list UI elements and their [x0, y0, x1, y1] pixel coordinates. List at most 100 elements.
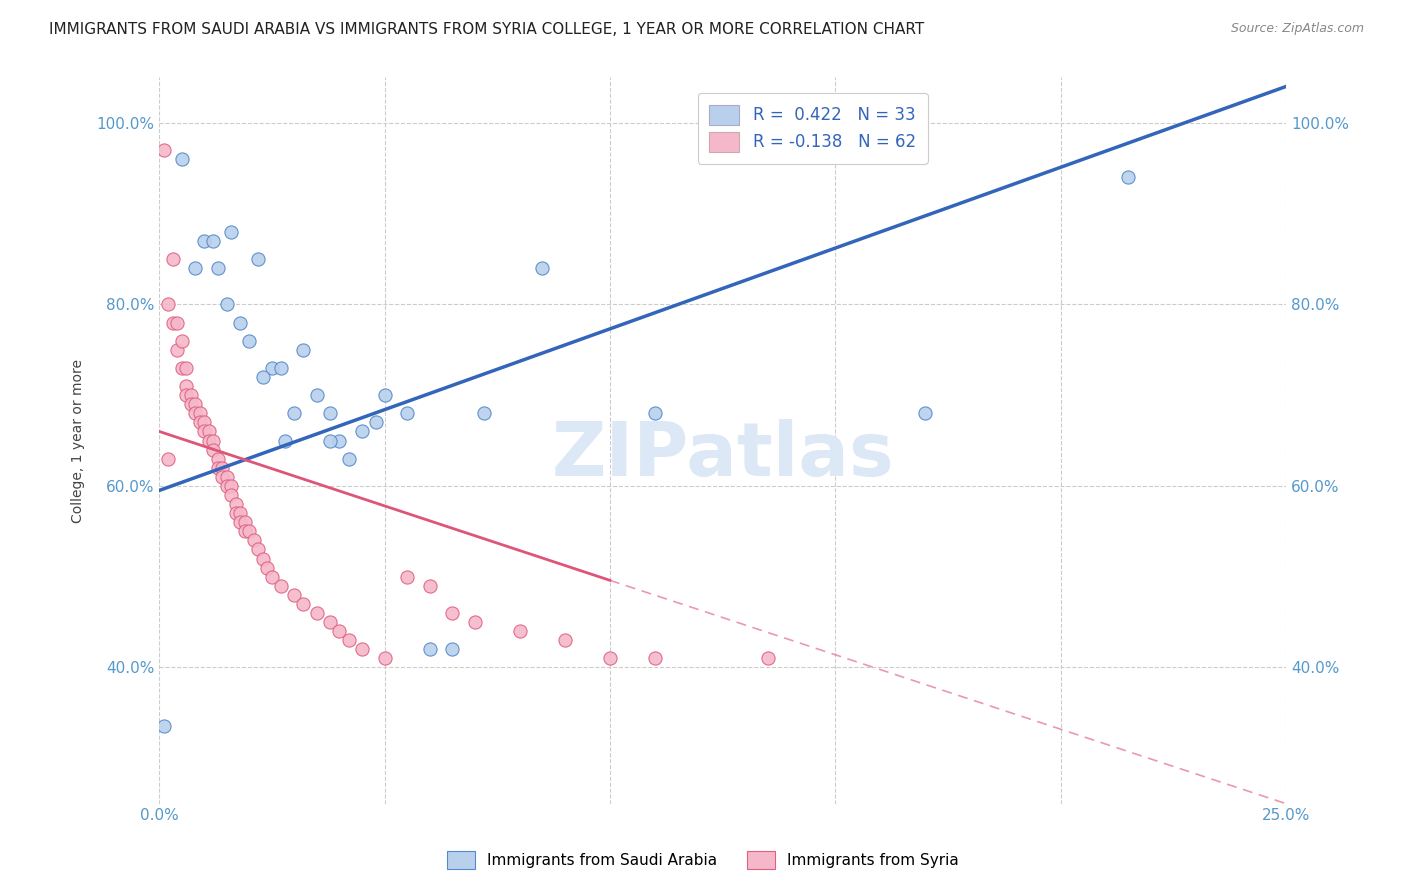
Point: [166, 343, 188, 357]
Point: [441, 642, 464, 657]
Text: Source: ZipAtlas.com: Source: ZipAtlas.com: [1230, 22, 1364, 36]
Point: [188, 406, 211, 420]
Point: [247, 252, 270, 266]
Point: [270, 360, 292, 375]
Point: [644, 651, 666, 665]
Text: ZIPatlas: ZIPatlas: [551, 418, 894, 491]
Point: [419, 642, 441, 657]
Point: [221, 225, 243, 239]
Point: [472, 406, 495, 420]
Point: [184, 406, 207, 420]
Point: [350, 425, 373, 439]
Point: [337, 633, 360, 648]
Point: [184, 261, 207, 276]
Point: [215, 297, 238, 311]
Point: [328, 624, 350, 639]
Legend: Immigrants from Saudi Arabia, Immigrants from Syria: Immigrants from Saudi Arabia, Immigrants…: [441, 845, 965, 875]
Point: [396, 406, 419, 420]
Point: [174, 379, 197, 393]
Point: [364, 416, 387, 430]
Point: [215, 479, 238, 493]
Point: [292, 343, 315, 357]
Point: [256, 560, 278, 574]
Point: [215, 470, 238, 484]
Point: [337, 451, 360, 466]
Point: [305, 606, 328, 620]
Point: [270, 579, 292, 593]
Point: [644, 406, 666, 420]
Point: [202, 442, 225, 457]
Point: [260, 570, 283, 584]
Point: [292, 597, 315, 611]
Point: [229, 506, 252, 520]
Point: [396, 570, 419, 584]
Point: [319, 434, 342, 448]
Point: [233, 524, 256, 539]
Point: [243, 533, 266, 548]
Point: [305, 388, 328, 402]
Point: [229, 316, 252, 330]
Point: [274, 434, 297, 448]
Point: [162, 316, 184, 330]
Point: [211, 470, 233, 484]
Point: [174, 388, 197, 402]
Point: [202, 234, 225, 248]
Point: [374, 651, 396, 665]
Point: [193, 234, 215, 248]
Point: [756, 651, 779, 665]
Point: [247, 542, 270, 557]
Point: [211, 460, 233, 475]
Point: [509, 624, 531, 639]
Point: [188, 416, 211, 430]
Point: [233, 515, 256, 529]
Point: [238, 524, 260, 539]
Point: [283, 406, 305, 420]
Point: [152, 719, 174, 733]
Point: [207, 261, 229, 276]
Point: [328, 434, 350, 448]
Point: [193, 416, 215, 430]
Point: [531, 261, 554, 276]
Point: [180, 397, 202, 411]
Point: [221, 488, 243, 502]
Point: [225, 497, 247, 511]
Point: [197, 425, 219, 439]
Point: [914, 406, 936, 420]
Point: [221, 479, 243, 493]
Point: [174, 360, 197, 375]
Point: [238, 334, 260, 348]
Point: [162, 252, 184, 266]
Point: [319, 615, 342, 629]
Point: [350, 642, 373, 657]
Point: [166, 316, 188, 330]
Point: [207, 451, 229, 466]
Point: [419, 579, 441, 593]
Text: IMMIGRANTS FROM SAUDI ARABIA VS IMMIGRANTS FROM SYRIA COLLEGE, 1 YEAR OR MORE CO: IMMIGRANTS FROM SAUDI ARABIA VS IMMIGRAN…: [49, 22, 925, 37]
Point: [464, 615, 486, 629]
Point: [1116, 170, 1139, 185]
Point: [170, 334, 193, 348]
Point: [252, 370, 274, 384]
Point: [170, 152, 193, 166]
Point: [202, 434, 225, 448]
Point: [157, 297, 180, 311]
Point: [207, 460, 229, 475]
Point: [197, 434, 219, 448]
Point: [441, 606, 464, 620]
Point: [319, 406, 342, 420]
Point: [229, 515, 252, 529]
Point: [170, 360, 193, 375]
Point: [225, 506, 247, 520]
Point: [184, 397, 207, 411]
Point: [157, 451, 180, 466]
Legend: R =  0.422   N = 33, R = -0.138   N = 62: R = 0.422 N = 33, R = -0.138 N = 62: [697, 93, 928, 164]
Point: [599, 651, 621, 665]
Y-axis label: College, 1 year or more: College, 1 year or more: [72, 359, 86, 523]
Point: [152, 143, 174, 157]
Point: [260, 360, 283, 375]
Point: [252, 551, 274, 566]
Point: [374, 388, 396, 402]
Point: [283, 588, 305, 602]
Point: [554, 633, 576, 648]
Point: [180, 388, 202, 402]
